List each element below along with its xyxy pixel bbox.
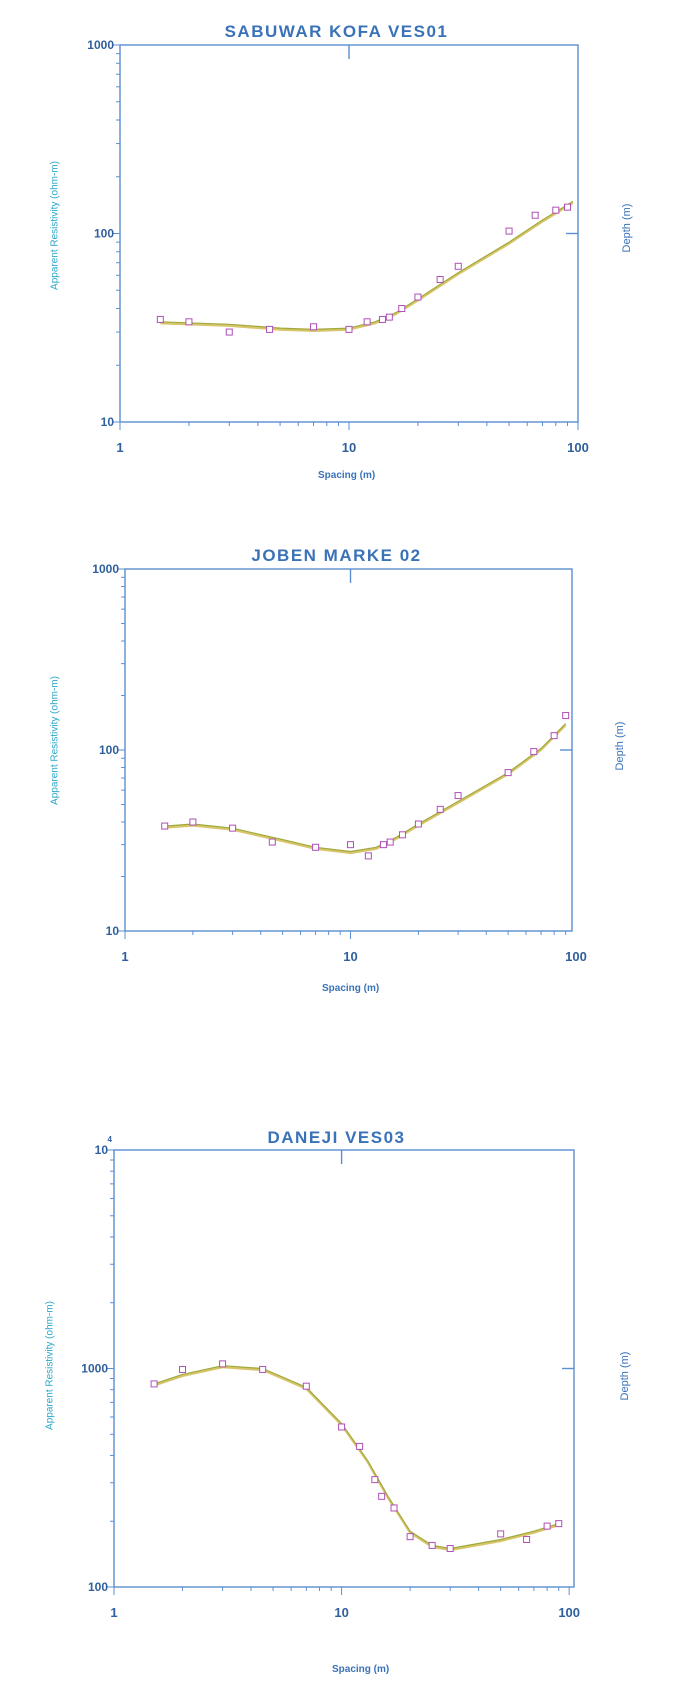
x-tick-label: 1 [121, 949, 128, 964]
data-point [497, 1530, 505, 1538]
chart-1: SABUWAR KOFA VES01 Apparent Resistivity … [0, 0, 673, 510]
x-tick-label: 100 [558, 1605, 580, 1620]
fit-curve [153, 1365, 559, 1550]
data-point [379, 841, 387, 849]
data-point [356, 1442, 364, 1450]
y-tick-label: 10 [95, 1143, 109, 1157]
x-axis-label: Spacing (m) [318, 470, 376, 481]
data-point [378, 1492, 386, 1500]
chart-title: SABUWAR KOFA VES01 [224, 22, 449, 41]
data-point [562, 712, 570, 720]
x-tick-label: 1 [110, 1605, 117, 1620]
x-tick-label: 100 [567, 440, 589, 455]
data-point [454, 262, 462, 270]
data-point [428, 1541, 436, 1549]
x-tick-label: 1 [116, 440, 123, 455]
data-point [531, 211, 539, 219]
data-point [446, 1545, 454, 1553]
x-tick-label: 10 [334, 1605, 348, 1620]
data-point [225, 328, 233, 336]
data-point [156, 315, 164, 323]
data-point [390, 1504, 398, 1512]
data-point [302, 1382, 310, 1390]
data-point [504, 769, 512, 777]
data-point [268, 838, 276, 846]
data-point [345, 325, 353, 333]
data-point [552, 206, 560, 214]
data-point [550, 732, 558, 740]
data-point [406, 1533, 414, 1541]
data-point [398, 831, 406, 839]
data-point [523, 1535, 531, 1543]
y-tick-label: 100 [94, 227, 114, 241]
data-point [436, 805, 444, 813]
data-point [346, 841, 354, 849]
data-point [543, 1522, 551, 1530]
x-tick-label: 100 [565, 949, 587, 964]
y-tick-label: 10 [106, 924, 120, 938]
y-tick-label: 100 [88, 1580, 108, 1594]
data-point [414, 293, 422, 301]
y-tick-label: 1000 [92, 562, 119, 576]
y-tick-label: 1000 [87, 38, 114, 52]
data-point [414, 820, 422, 828]
chart-title: JOBEN MARKE 02 [251, 546, 422, 565]
data-point [364, 852, 372, 860]
data-point [363, 318, 371, 326]
data-point [219, 1360, 227, 1368]
data-point [386, 838, 394, 846]
chart-2: JOBEN MARKE 02 Apparent Resistivity (ohm… [50, 546, 627, 994]
y-tick-label: 100 [99, 743, 119, 757]
model-curve [153, 1366, 560, 1552]
data-point [150, 1380, 158, 1388]
data-point [436, 276, 444, 284]
y-tick-label: 10 [101, 415, 115, 429]
x-tick-label: 10 [342, 440, 356, 455]
data-point [564, 203, 572, 211]
data-point [555, 1520, 563, 1528]
data-point [371, 1476, 379, 1484]
data-point [530, 748, 538, 756]
data-point [189, 818, 197, 826]
data-point [161, 822, 169, 830]
data-point [505, 227, 513, 235]
y-tick-label: 1000 [81, 1362, 108, 1376]
y-tick-exponent: 4 [108, 1135, 113, 1144]
data-point [179, 1365, 187, 1373]
data-point [398, 305, 406, 313]
x-axis-label: Spacing (m) [332, 1664, 390, 1675]
data-point [454, 792, 462, 800]
chart-title: DANEJI VES03 [267, 1128, 406, 1147]
data-point [312, 843, 320, 851]
x-tick-label: 10 [343, 949, 357, 964]
data-point [378, 315, 386, 323]
data-point [338, 1423, 346, 1431]
data-point [229, 824, 237, 832]
data-point [310, 323, 318, 331]
data-point [385, 313, 393, 321]
data-point [259, 1365, 267, 1373]
data-point [266, 325, 274, 333]
data-point [185, 318, 193, 326]
x-axis-label: Spacing (m) [322, 983, 380, 994]
